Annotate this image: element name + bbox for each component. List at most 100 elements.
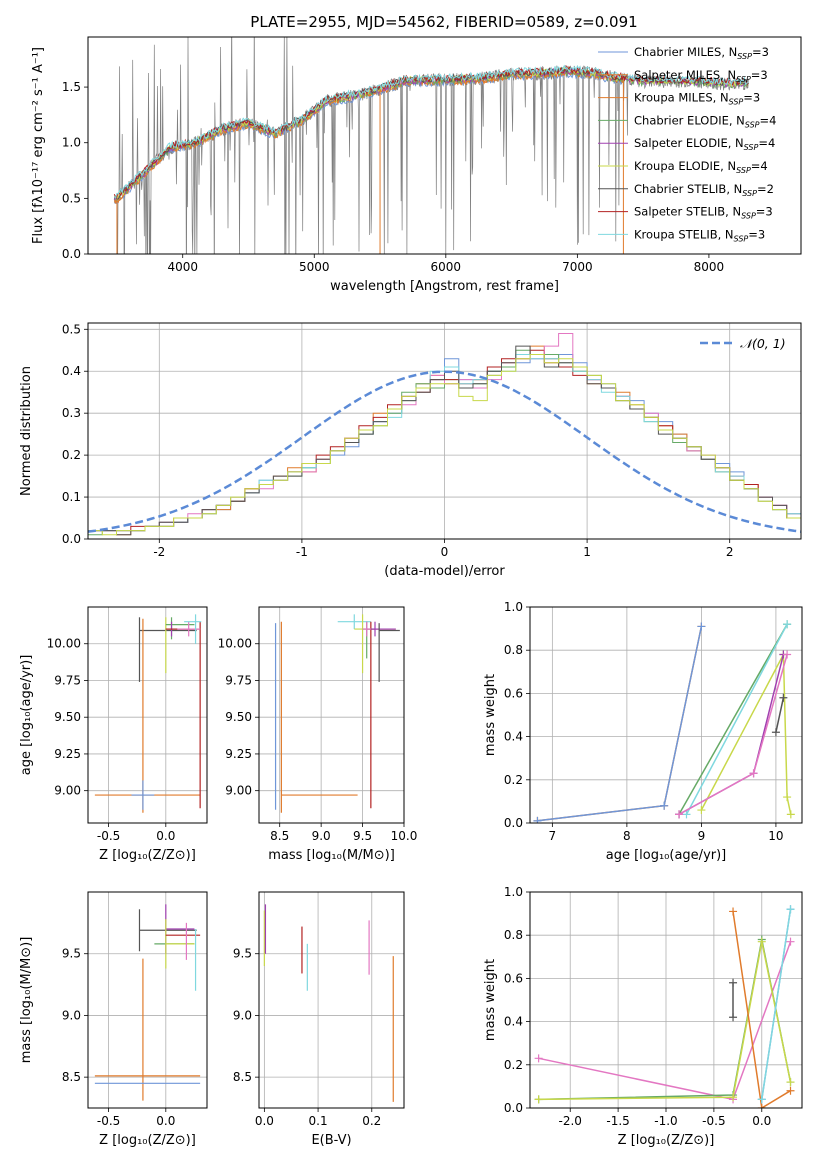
legend-tail: =2: [757, 182, 774, 196]
x-axis-label: Z [log₁₀(Z/Z⊙)]: [99, 1133, 196, 1148]
plot-spectrum: 4000 5000 6000 7000 8000 0.0 0.5 1.0 1.5 waveleng…: [31, 36, 802, 294]
weight-point: [697, 622, 706, 631]
weight-point: [757, 1104, 766, 1108]
x-tick-label: 7: [549, 829, 557, 843]
y-tick-label: 0.8: [504, 643, 523, 657]
y-tick-label: 0.4: [504, 730, 523, 744]
errorbar: [138, 617, 197, 682]
errorbar: [165, 621, 201, 809]
weight-series: [729, 907, 795, 1108]
x-tick-label: -2: [153, 545, 165, 559]
plot-residual-hist: -2 -1 0 1 2 0.0 0.1 0.2 0.3 0.4 0.5 (data-model)/er…: [19, 322, 802, 579]
weight-point: [749, 769, 758, 778]
y-tick-label: 10.00: [218, 637, 252, 651]
x-tick-label: 10.0: [391, 829, 418, 843]
x-tick-label: -1.5: [606, 1114, 629, 1128]
y-axis-label: mass [log₁₀(M/M⊙)]: [19, 937, 34, 1064]
x-tick-label: 8.5: [270, 829, 289, 843]
y-tick-label: 9.00: [54, 784, 81, 798]
legend-entry: Salpeter STELIB, NSSP=3: [634, 205, 773, 221]
x-tick-label: -0.5: [97, 1114, 120, 1128]
legend-tail: =4: [758, 136, 775, 150]
weight-point: [786, 1078, 795, 1087]
y-tick-label: 0.2: [504, 773, 523, 787]
plot-area: [88, 607, 207, 823]
x-axis-label: E(B-V): [311, 1133, 351, 1148]
plot-area: [88, 323, 801, 539]
weight-series: [533, 622, 706, 823]
legend-sub: SSP: [737, 52, 752, 61]
errorbar: [165, 919, 195, 969]
legend-sub: SSP: [744, 143, 759, 152]
y-tick-label: 1.0: [62, 136, 81, 150]
weight-series: [682, 620, 792, 819]
y-tick-label: 0.0: [62, 532, 81, 546]
y-tick-label: 0.6: [504, 971, 523, 985]
y-axis-label: Flux [fλ10⁻¹⁷ erg cm⁻² s⁻¹ A⁻¹]: [31, 47, 46, 244]
weight-line: [538, 941, 792, 1101]
plot-mass-weight-vs-age: 7 8 9 10 0.0 0.2 0.4 0.6 0.8 1.0 age [log₁₀(age/yr…: [483, 600, 803, 863]
y-tick-label: 0.4: [62, 364, 81, 378]
y-tick-label: 9.5: [233, 947, 252, 961]
legend-entry: Chabrier MILES, NSSP=3: [634, 45, 769, 61]
weight-point: [534, 1054, 543, 1063]
x-tick-label: 0.0: [156, 829, 175, 843]
legend-tail: =3: [756, 205, 773, 219]
weight-point: [534, 1095, 543, 1104]
x-tick-label: 8: [623, 829, 631, 843]
plot-age-vs-mass: 8.5 9.0 9.5 10.0 9.00 9.25 9.50 9.75 10.00 mass […: [218, 606, 418, 863]
weight-line: [732, 911, 791, 1108]
y-tick-label: 0.5: [62, 322, 81, 336]
legend-entry: 𝒩(0, 1): [740, 336, 786, 351]
plot-mass-vs-ebv: 0.0 0.1 0.2 8.5 9.0 9.5 E(B-V): [233, 891, 405, 1148]
errorbar: [184, 614, 202, 644]
legend-entry: Salpeter ELODIE, NSSP=4: [634, 136, 775, 152]
weight-point: [786, 937, 795, 946]
plot-frame: [258, 891, 405, 1109]
weight-point: [729, 978, 738, 987]
legend-label: Kroupa MILES, N: [634, 91, 729, 105]
x-axis-label: Z [log₁₀(Z/Z⊙)]: [618, 1133, 715, 1148]
weight-series: [534, 935, 795, 1104]
weight-line: [775, 697, 785, 733]
x-tick-label: -1: [296, 545, 308, 559]
legend-label: Salpeter ELODIE, N: [634, 136, 744, 150]
weight-point: [783, 793, 792, 802]
y-tick-label: 0.5: [62, 191, 81, 205]
x-tick-label: 0.0: [752, 1114, 771, 1128]
errorbar: [362, 621, 375, 659]
errorbar: [370, 621, 396, 809]
legend-label: Chabrier STELIB, N: [634, 182, 742, 196]
legend-tail: =4: [751, 159, 768, 173]
y-axis-label: mass weight: [483, 959, 498, 1041]
plot-frame: [258, 606, 405, 824]
weight-series: [534, 937, 795, 1104]
y-tick-label: 0.0: [504, 816, 523, 830]
weight-series: [729, 978, 738, 1022]
y-tick-label: 10.00: [47, 637, 81, 651]
plot-area: [259, 607, 404, 823]
legend-label: Salpeter STELIB, N: [634, 205, 741, 219]
errorbar: [362, 621, 371, 637]
plot-area: [113, 37, 749, 254]
y-tick-label: 1.5: [62, 80, 81, 94]
x-tick-label: -1.0: [654, 1114, 677, 1128]
weight-line: [538, 941, 792, 1101]
x-tick-label: 10: [768, 829, 783, 843]
weight-line: [678, 654, 785, 816]
y-tick-label: 0.4: [504, 1015, 523, 1029]
y-tick-label: 8.5: [233, 1070, 252, 1084]
weight-line: [537, 626, 703, 822]
weight-point: [682, 810, 691, 819]
errorbar: [138, 909, 197, 952]
errorbar: [378, 623, 400, 682]
legend-sub: SSP: [736, 166, 751, 175]
weight-point: [675, 810, 684, 819]
x-tick-label: 9: [698, 829, 706, 843]
errorbar: [366, 621, 396, 637]
legend-sub: SSP: [741, 212, 756, 221]
y-tick-label: 0.8: [504, 928, 523, 942]
legend-tail: =3: [752, 45, 769, 59]
